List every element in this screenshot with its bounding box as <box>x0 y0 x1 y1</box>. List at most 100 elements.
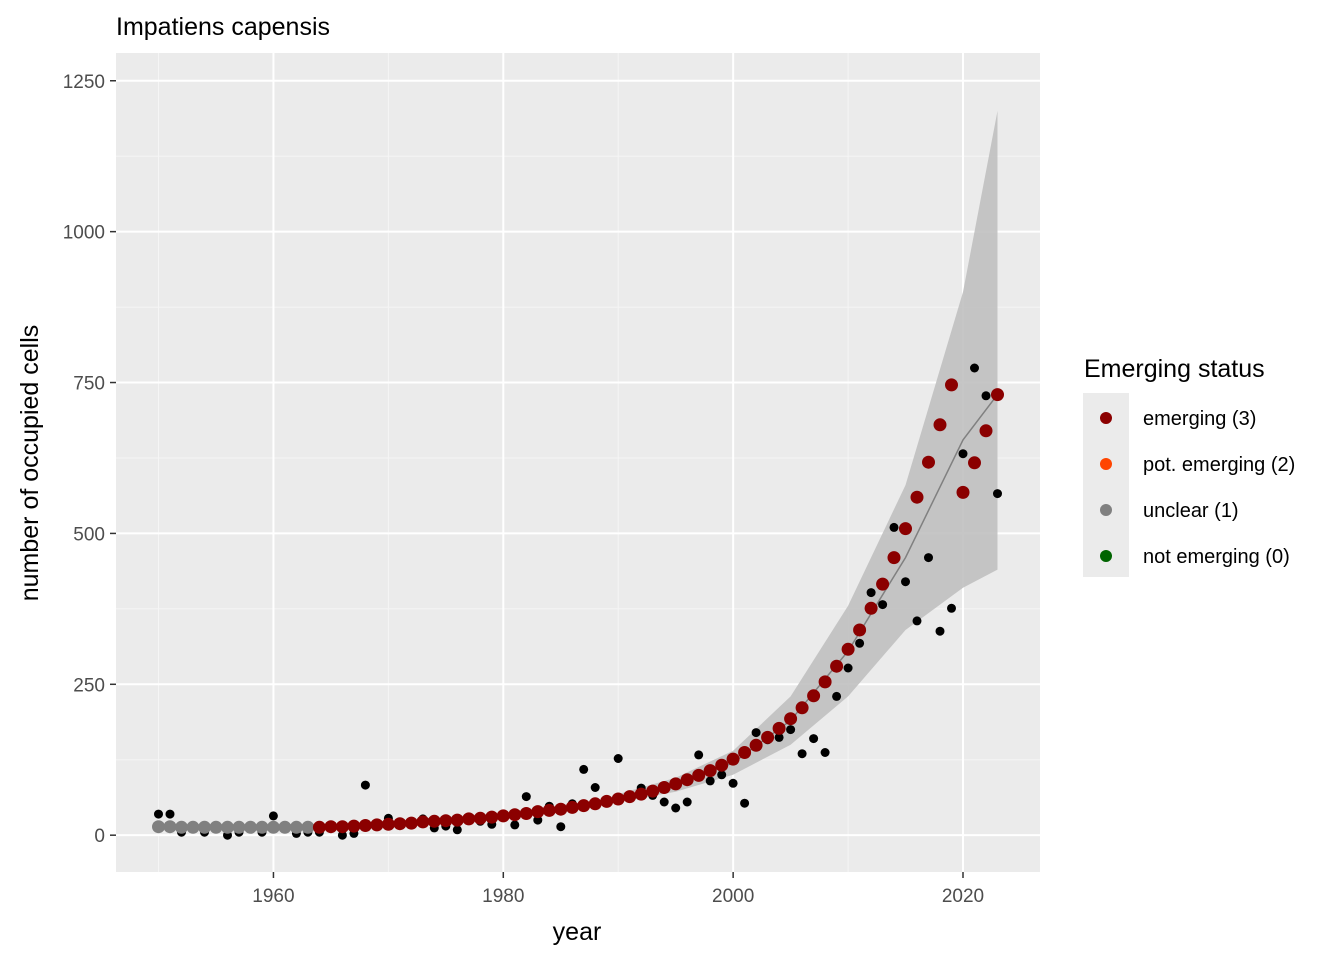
observed-point <box>268 811 278 821</box>
observed-point <box>855 638 865 648</box>
legend: Emerging status emerging (3) pot. emergi… <box>1083 355 1295 577</box>
observed-point <box>809 734 819 744</box>
y-axis: 0 250 500 750 1000 1250 <box>63 72 116 847</box>
observed-point <box>981 391 991 401</box>
fitted-point <box>301 820 315 834</box>
fitted-point <box>473 811 487 825</box>
fitted-point <box>209 820 223 834</box>
confidence-band <box>618 110 998 802</box>
fitted-point <box>221 820 234 834</box>
observed-point <box>705 776 715 786</box>
fitted-point <box>404 816 418 830</box>
fitted-point <box>244 820 257 834</box>
fitted-point <box>152 820 165 834</box>
observed-point <box>337 830 347 840</box>
x-tick-label: 1980 <box>482 886 524 907</box>
fitted-point <box>450 813 464 827</box>
fitted-point <box>669 777 683 791</box>
fitted-point <box>542 803 556 817</box>
observed-point <box>728 778 738 788</box>
observed-point <box>154 809 163 819</box>
fitted-point <box>657 781 671 794</box>
observed-point <box>866 588 876 598</box>
observed-point <box>947 603 956 613</box>
observed-point <box>360 780 370 790</box>
observed-point <box>659 797 669 807</box>
legend-key-unclear <box>1100 504 1112 516</box>
fitted-point <box>726 752 740 766</box>
fitted-point <box>508 808 522 822</box>
confidence-band-area <box>618 110 998 802</box>
fitted-point <box>335 820 349 834</box>
fitted-point <box>692 768 706 782</box>
fitted-point <box>910 490 924 504</box>
fitted-point <box>198 820 211 834</box>
fitted-point <box>795 701 809 715</box>
legend-key-emerging <box>1100 412 1112 424</box>
fitted-point <box>427 814 441 828</box>
x-tick-label: 2020 <box>942 886 984 907</box>
fitted-point <box>772 721 786 735</box>
fitted-point <box>232 820 246 834</box>
observed-point <box>912 616 922 626</box>
observed-point <box>452 825 462 835</box>
observed-point <box>786 725 796 735</box>
x-axis-title: year <box>553 918 602 946</box>
observed-point <box>682 797 692 807</box>
fitted-point <box>634 787 648 801</box>
fitted-point <box>186 820 200 834</box>
fitted-point <box>749 738 763 752</box>
fitted-point <box>554 802 568 816</box>
fitted-point <box>175 820 188 834</box>
fitted-point <box>485 810 499 824</box>
observed-point <box>671 803 681 813</box>
grid-minor <box>116 53 1040 872</box>
fitted-point <box>887 551 901 565</box>
fitted-point <box>416 815 430 829</box>
fitted-point <box>370 818 384 832</box>
observed-point <box>970 363 979 373</box>
fitted-point <box>255 820 269 834</box>
fitted-point <box>611 792 625 806</box>
chart-title: Impatiens capensis <box>116 13 330 41</box>
fitted-point <box>358 819 372 832</box>
fitted-point <box>347 819 361 833</box>
fitted-point <box>979 424 993 438</box>
observed-point <box>924 553 933 563</box>
y-tick-label: 250 <box>73 675 105 696</box>
observed-point <box>521 792 531 802</box>
fitted-point <box>531 805 545 819</box>
fitted-point <box>933 418 947 432</box>
observed-point <box>590 783 600 792</box>
fitted-point <box>565 800 579 814</box>
fitted-point <box>818 675 832 689</box>
observed-point <box>694 750 704 760</box>
fitted-point <box>899 522 912 536</box>
y-tick-label: 1000 <box>63 223 105 244</box>
fitted-point <box>289 820 303 834</box>
observed-point <box>613 754 623 763</box>
fitted-point <box>381 817 395 831</box>
observed-point <box>843 663 853 673</box>
fitted-points <box>152 378 1004 834</box>
observed-point <box>958 449 968 459</box>
observed-point <box>510 820 520 830</box>
y-tick-label: 0 <box>94 826 105 847</box>
legend-label-unclear: unclear (1) <box>1143 500 1239 522</box>
fitted-point <box>853 623 867 637</box>
fitted-point <box>841 642 855 656</box>
observed-point <box>832 691 842 701</box>
fitted-point <box>991 388 1004 402</box>
y-axis-title: number of occupied cells <box>16 325 44 602</box>
y-tick-label: 1250 <box>63 72 105 93</box>
observed-point <box>579 764 589 774</box>
fitted-point <box>703 764 717 778</box>
observed-point <box>797 749 807 759</box>
fitted-point <box>600 794 614 808</box>
observed-point <box>878 600 888 610</box>
legend-label-not-emerging: not emerging (0) <box>1143 546 1290 568</box>
fitted-point <box>968 456 981 470</box>
observed-point <box>556 822 566 832</box>
fitted-point <box>519 807 533 820</box>
